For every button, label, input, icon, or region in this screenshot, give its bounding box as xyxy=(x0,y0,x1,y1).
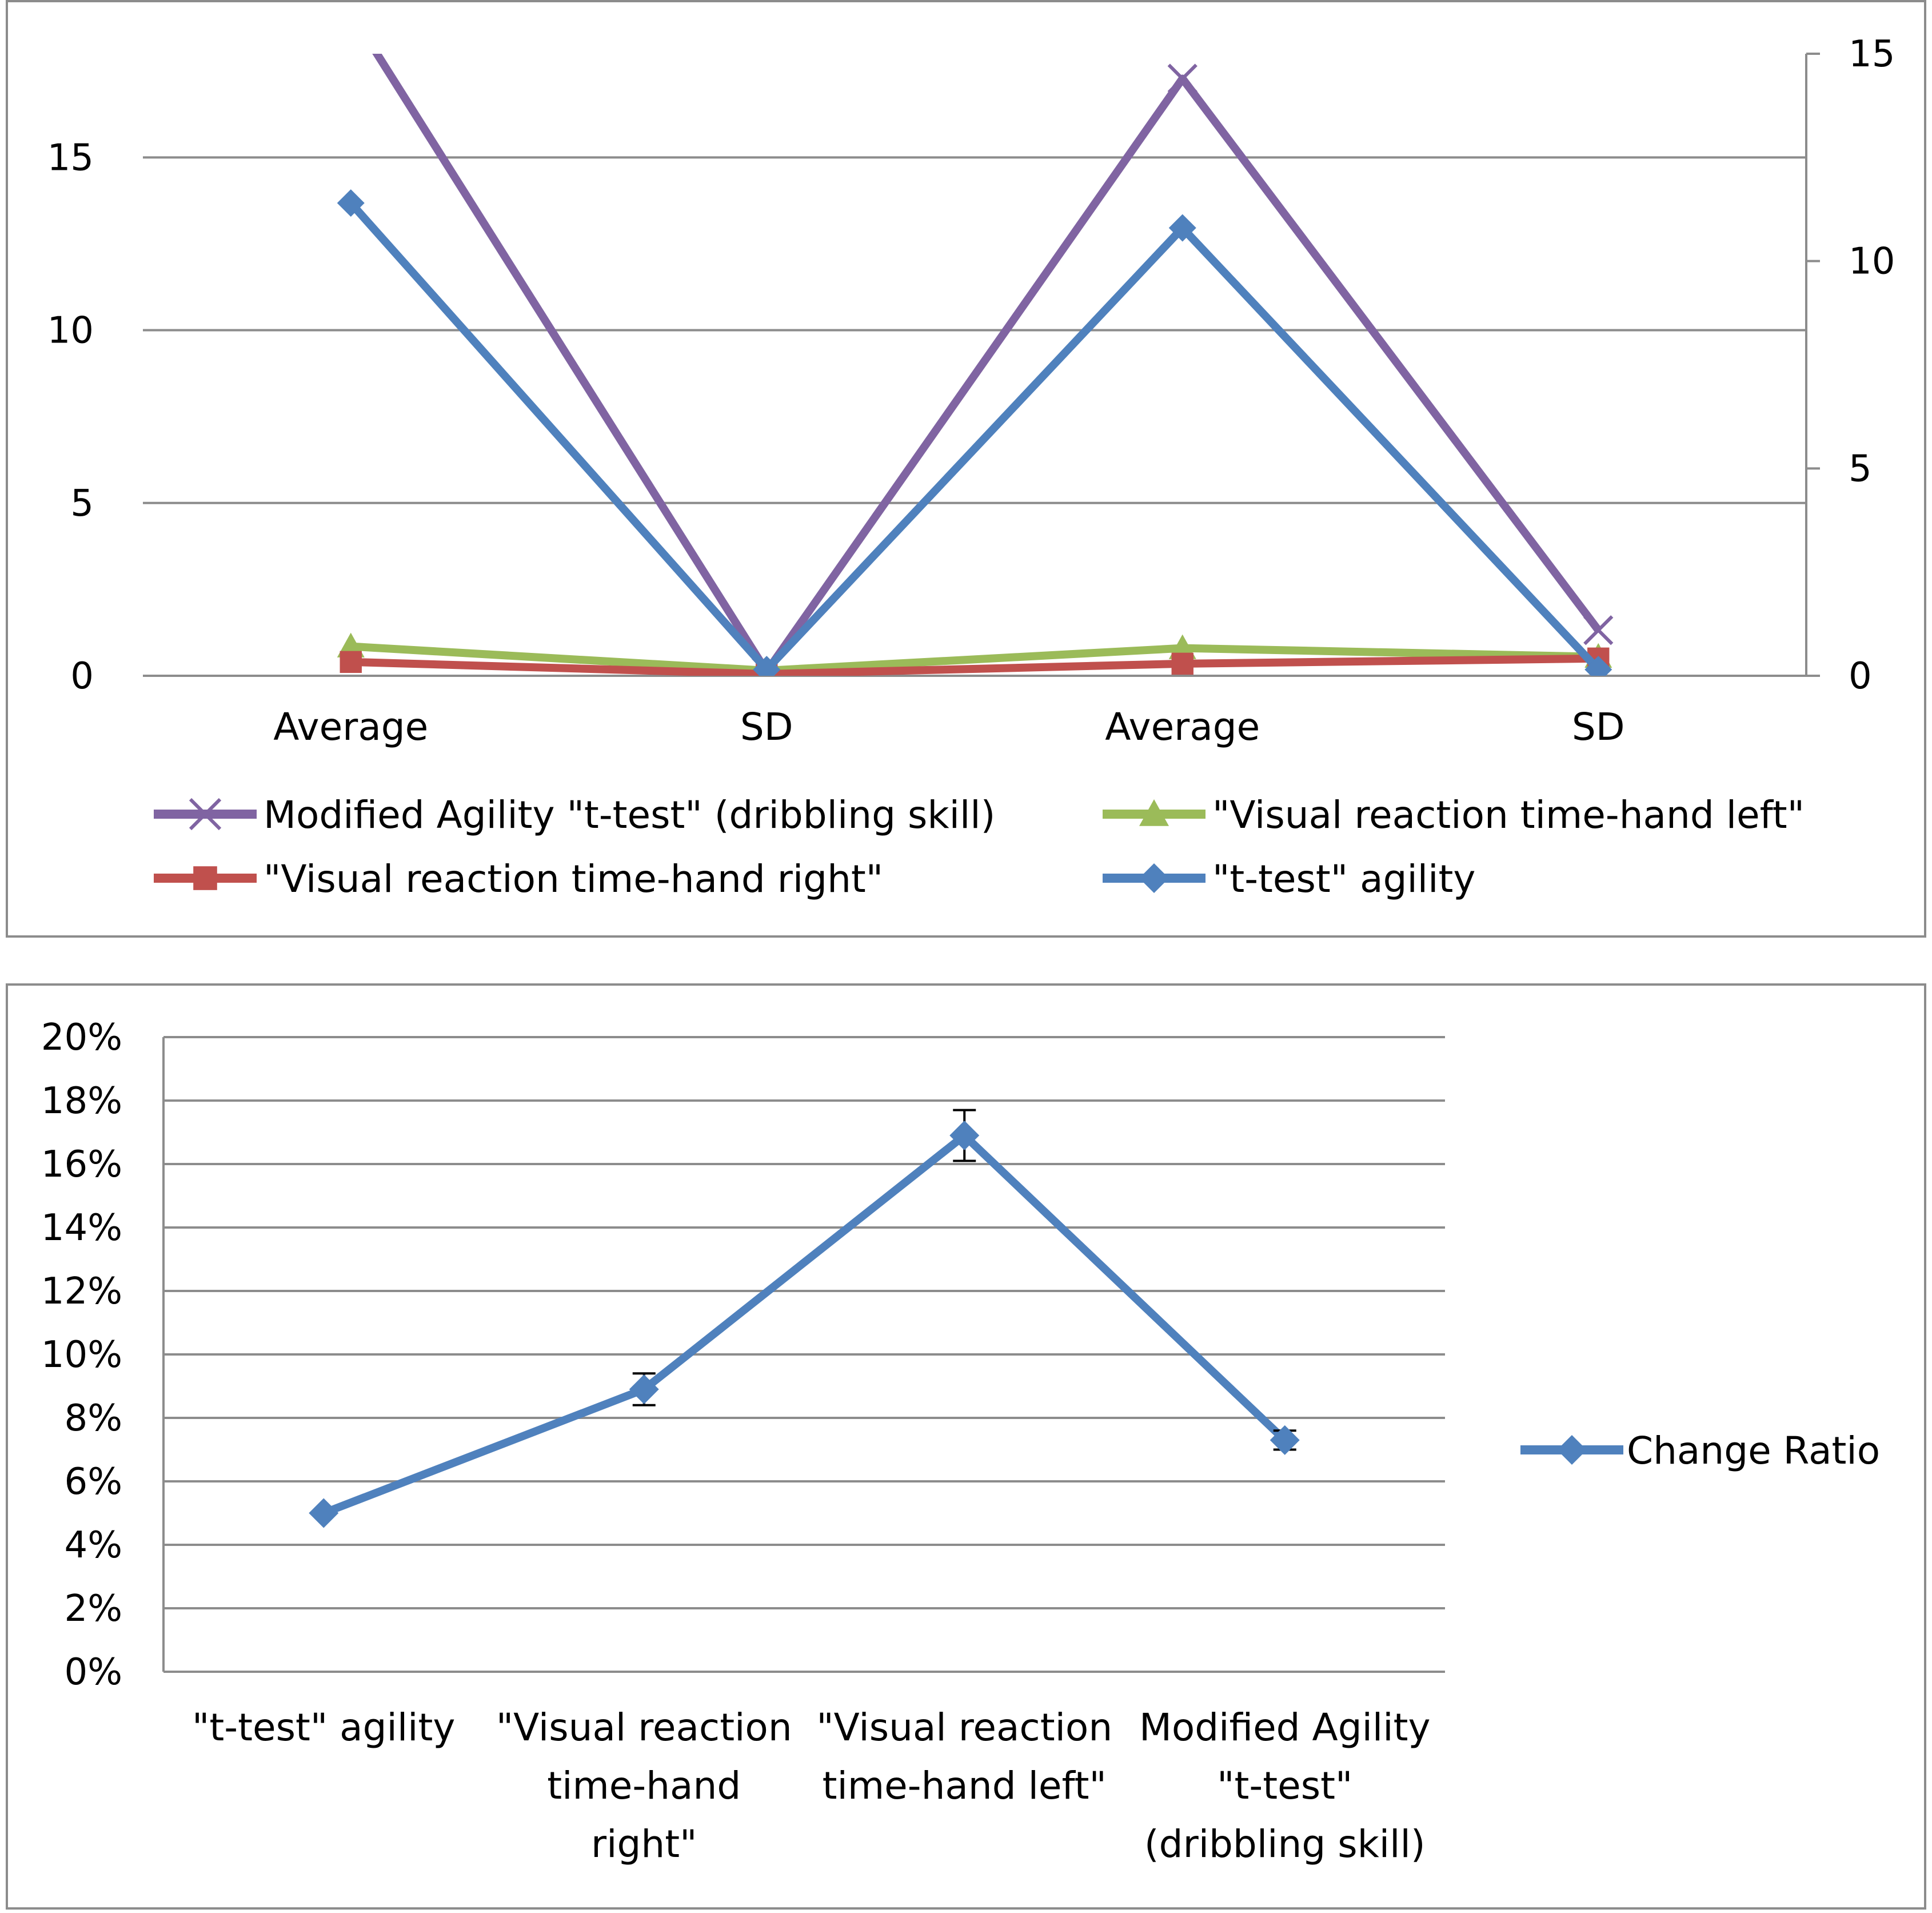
data-point-top-3-1 xyxy=(753,656,781,676)
y2-tick-label-0: 0 xyxy=(1849,655,1872,698)
legend-marker-bottom xyxy=(1557,1435,1587,1465)
data-point-top-3-2 xyxy=(1168,214,1196,242)
y-tick-label-bottom-8: 16% xyxy=(41,1143,122,1186)
y-tick-label-bottom-9: 18% xyxy=(41,1080,122,1122)
data-point-top-3-3 xyxy=(1584,656,1612,676)
data-point-top-0-3 xyxy=(1583,615,1614,645)
y2-tick-label-1: 5 xyxy=(1849,448,1872,490)
series-line-top-2 xyxy=(350,654,1599,676)
legend-marker-2 xyxy=(193,866,217,890)
y-tick-label-bottom-0: 0% xyxy=(64,1651,122,1693)
data-point-top-2-2 xyxy=(1171,652,1193,675)
x-tick-label-bottom-1: "Visual reaction time-hand right" xyxy=(496,1705,792,1866)
x-tick-label-top-1: SD xyxy=(740,705,793,749)
y-tick-label-bottom-6: 12% xyxy=(41,1270,122,1313)
data-point-top-0-0-stroke-b xyxy=(337,2,365,26)
data-point-top-0-0-stroke-a xyxy=(337,2,365,26)
series-line-bottom-0 xyxy=(322,1131,1288,1517)
x-tick-label-top-0: Average xyxy=(273,705,428,749)
chart-panel-top: 0 5 10 15 0 5 10 15 Average SD Average SD Modified A… xyxy=(6,0,1926,938)
x-tick-label-line-3-2: (dribbling skill) xyxy=(1144,1822,1426,1866)
data-point-bottom-0 xyxy=(309,1498,339,1528)
legend-label-0: Modified Agility "t-test" (dribbling ski… xyxy=(264,793,995,837)
chart-bottom: 0% 2% 4% 6% 8% 10% 12% 14% 16% 18% 20% "t-test" agi… xyxy=(41,1017,1880,1866)
x-tick-label-line-0-0: "t-test" agility xyxy=(192,1705,455,1749)
data-point-top-0-2 xyxy=(1167,63,1197,94)
data-point-bottom-1 xyxy=(629,1374,659,1405)
data-point-bottom-2 xyxy=(949,1121,980,1151)
y-tick-label-bottom-4: 8% xyxy=(64,1397,122,1440)
legend-label-2: "Visual reaction time-hand right" xyxy=(264,857,883,901)
data-point-top-2-0 xyxy=(340,651,362,673)
legend-marker-1 xyxy=(1139,799,1169,826)
x-tick-label-line-1-1: time-hand xyxy=(547,1764,741,1808)
chart-top: 0 5 10 15 0 5 10 15 Average SD Average SD Modified A… xyxy=(47,2,1895,901)
x-tick-label-line-2-1: time-hand left" xyxy=(823,1764,1107,1808)
series-line-top-0 xyxy=(372,54,1602,676)
y-tick-label-bottom-3: 6% xyxy=(64,1461,122,1503)
data-point-top-0-3-stroke-b xyxy=(1583,615,1614,645)
x-tick-label-top-2: Average xyxy=(1105,705,1260,749)
legend-label-3: "t-test" agility xyxy=(1212,857,1475,901)
chart-top-plot-area xyxy=(337,2,1614,676)
y-tick-label-bottom-7: 14% xyxy=(41,1207,122,1249)
x-tick-label-line-3-0: Modified Agility xyxy=(1139,1705,1431,1749)
x-tick-label-top-3: SD xyxy=(1572,705,1625,749)
x-tick-label-line-1-2: right" xyxy=(591,1822,697,1866)
x-tick-label-bottom-3: Modified Agility "t-test" (dribbling skill… xyxy=(1139,1705,1431,1866)
data-point-top-3-0 xyxy=(337,189,365,217)
series-line-top-3 xyxy=(348,200,1602,674)
y-tick-label-bottom-10: 20% xyxy=(41,1017,122,1059)
legend-label-bottom: Change Ratio xyxy=(1627,1429,1880,1473)
legend-label-1: "Visual reaction time-hand left" xyxy=(1212,793,1805,837)
y2-tick-label-2: 10 xyxy=(1849,241,1895,283)
data-point-top-0-0 xyxy=(337,2,365,26)
y-tick-label-top-3: 15 xyxy=(47,137,94,179)
legend-marker-0-stroke-b xyxy=(189,798,222,831)
y-tick-label-bottom-2: 4% xyxy=(64,1524,122,1567)
x-tick-label-line-2-0: "Visual reaction xyxy=(816,1705,1112,1749)
y-tick-label-top-1: 5 xyxy=(70,483,94,525)
series-line-top-1 xyxy=(350,642,1599,675)
x-tick-label-bottom-2: "Visual reaction time-hand left" xyxy=(816,1705,1112,1808)
x-tick-label-line-1-0: "Visual reaction xyxy=(496,1705,792,1749)
y-tick-label-bottom-5: 10% xyxy=(41,1334,122,1376)
data-point-bottom-3 xyxy=(1270,1425,1300,1455)
x-tick-label-bottom-0: "t-test" agility xyxy=(192,1705,455,1749)
legend-marker-3 xyxy=(1139,863,1169,893)
legend-marker-0 xyxy=(189,798,222,831)
data-point-top-0-2-stroke-b xyxy=(1167,63,1197,94)
y-tick-label-top-0: 0 xyxy=(70,655,94,698)
x-tick-label-line-3-1: "t-test" xyxy=(1217,1764,1352,1808)
chart-panel-bottom: 0% 2% 4% 6% 8% 10% 12% 14% 16% 18% 20% "t-test" agi… xyxy=(6,983,1926,1910)
y-tick-label-top-2: 10 xyxy=(47,310,94,352)
y-tick-label-bottom-1: 2% xyxy=(64,1588,122,1630)
y2-tick-label-3: 15 xyxy=(1849,33,1895,75)
